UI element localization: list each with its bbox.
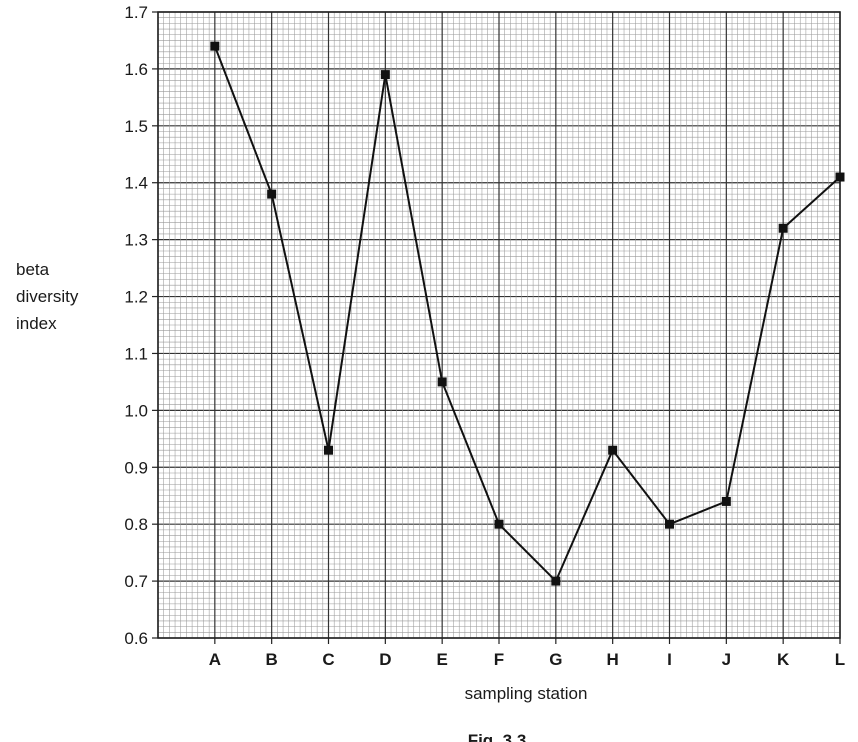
- y-axis-title-line-2: diversity: [16, 287, 79, 306]
- x-tick-label: H: [607, 650, 619, 669]
- y-tick-label: 1.6: [124, 60, 148, 79]
- x-axis-ticks: A B C D E F G H I J K L: [209, 638, 845, 669]
- y-axis-title: beta diversity index: [16, 260, 79, 333]
- y-tick-label: 0.9: [124, 458, 148, 477]
- x-tick-label: J: [722, 650, 731, 669]
- y-tick-label: 1.1: [124, 344, 148, 363]
- series-line: [213, 45, 841, 583]
- y-tick-label: 1.0: [124, 401, 148, 420]
- x-tick-label: C: [322, 650, 334, 669]
- x-tick-label: F: [494, 650, 504, 669]
- data-point-K: [778, 223, 788, 233]
- data-point-E: [437, 377, 447, 387]
- y-tick-label: 1.3: [124, 231, 148, 250]
- y-axis-ticks: 0.6 0.7 0.8 0.9 1.0 1.1 1.2 1.3 1.4 1.5 1.6 1.7: [124, 3, 158, 648]
- data-point-L: [835, 172, 845, 182]
- data-point-A: [210, 41, 220, 51]
- y-tick-label: 1.2: [124, 288, 148, 307]
- grid: [157, 11, 841, 639]
- series-beta-diversity: [210, 41, 845, 586]
- data-point-J: [721, 496, 731, 506]
- y-tick-label: 0.8: [124, 515, 148, 534]
- y-axis-title-line-1: beta: [16, 260, 50, 279]
- y-tick-label: 1.7: [124, 3, 148, 22]
- data-point-F: [494, 519, 504, 529]
- x-tick-label: E: [436, 650, 447, 669]
- y-tick-label: 1.4: [124, 174, 148, 193]
- y-tick-label: 1.5: [124, 117, 148, 136]
- figure-caption: Fig. 3.3: [468, 731, 527, 742]
- x-tick-label: G: [549, 650, 562, 669]
- x-tick-label: I: [667, 650, 672, 669]
- x-tick-label: B: [266, 650, 278, 669]
- x-tick-label: D: [379, 650, 391, 669]
- x-axis-title: sampling station: [465, 684, 588, 703]
- y-tick-label: 0.7: [124, 572, 148, 591]
- x-tick-label: L: [835, 650, 845, 669]
- data-point-I: [665, 519, 674, 529]
- data-point-G: [551, 576, 561, 586]
- x-tick-label: A: [209, 650, 221, 669]
- data-point-D: [380, 70, 390, 80]
- data-point-H: [608, 445, 618, 455]
- data-point-C: [324, 445, 333, 455]
- x-tick-label: K: [777, 650, 790, 669]
- y-axis-title-line-3: index: [16, 314, 57, 333]
- y-tick-label: 0.6: [124, 629, 148, 648]
- data-point-B: [267, 189, 277, 199]
